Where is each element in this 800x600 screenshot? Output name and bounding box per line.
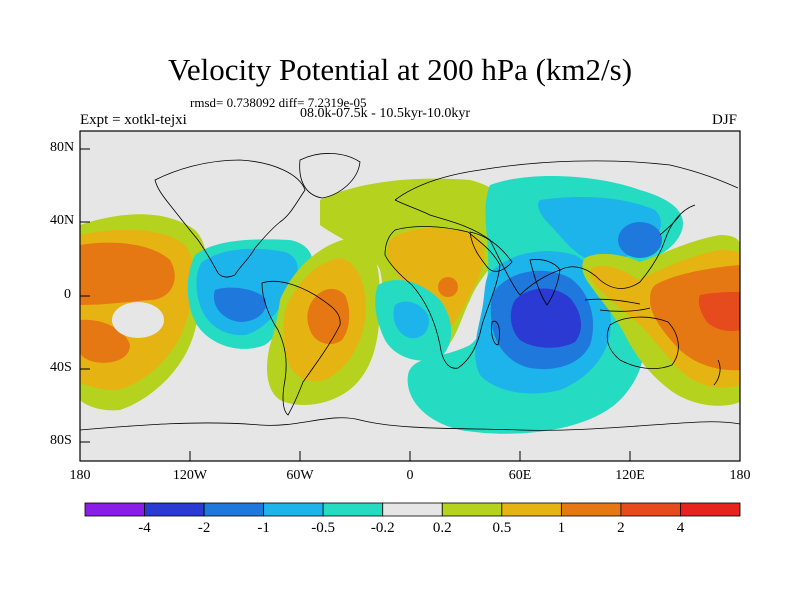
lon-label: 0 (406, 468, 414, 483)
coast-arabia (469, 231, 513, 272)
lon-label: 60W (286, 468, 314, 483)
colorbar-level-label: 0.2 (432, 520, 452, 536)
lon-label: 180 (69, 468, 91, 483)
coast-australia (606, 316, 679, 370)
indian-negative-core (510, 288, 582, 348)
pacific-weak-minimum (112, 302, 164, 338)
colorbar-level-label: -1 (257, 520, 270, 536)
colorbar-swatch (382, 502, 443, 517)
colorbar-swatch (263, 502, 324, 517)
colorbar (84, 502, 741, 517)
lon-label: 60E (508, 468, 532, 483)
colorbar-level-label: -0.5 (311, 520, 336, 536)
stats-label: rmsd= 0.738092 diff= 7.2319e-05 (190, 95, 367, 110)
lon-label: 180 (729, 468, 751, 483)
coast-africa (384, 226, 501, 369)
coastlines (80, 153, 740, 431)
colorbar-swatch (84, 502, 145, 517)
coast-antarctica (80, 417, 740, 431)
colorbar-level-label: 1 (557, 520, 566, 536)
experiment-label: Expt = xotkl-tejxi (80, 112, 187, 128)
colorbar-level-label: 0.5 (492, 520, 512, 536)
coast-south-america (261, 280, 341, 416)
east-asia-negative-core (618, 222, 662, 258)
season-label: DJF (712, 112, 738, 128)
lat-label: 40S (50, 360, 72, 375)
colorbar-level-label: -2 (197, 520, 211, 536)
atlantic-positive-strong (307, 288, 350, 345)
plot-title: Velocity Potential at 200 hPa (km2/s) (167, 52, 633, 87)
se-atlantic-negative-core (393, 301, 429, 339)
colorbar-swatch (680, 502, 741, 517)
lat-label: 80S (50, 433, 72, 448)
lat-label: 0 (64, 287, 71, 302)
colorbar-swatch (203, 502, 265, 517)
lat-label: 40N (50, 213, 75, 228)
coast-indonesia (584, 298, 651, 312)
period-label: 08.0k-07.5k - 10.5kyr-10.0kyr (300, 106, 471, 121)
coast-madagascar (491, 320, 500, 346)
coast-japan (659, 214, 681, 236)
coast-greenland (299, 153, 361, 199)
lon-ticks (189, 451, 631, 461)
colorbar-swatch (501, 502, 562, 517)
west-pacific-positive-strongest (698, 292, 740, 332)
lon-label: 120E (615, 468, 645, 483)
coast-new-zealand (713, 359, 721, 386)
colorbar-swatch (441, 502, 503, 517)
colorbar-swatch (144, 502, 205, 517)
contour-field (80, 131, 740, 461)
colorbar-level-label: 2 (617, 520, 625, 536)
lat-label: 80N (50, 140, 75, 155)
africa-positive-medium (387, 228, 485, 337)
colorbar-swatch (322, 502, 384, 517)
africa-positive-core (438, 277, 458, 297)
coast-india (529, 259, 561, 306)
americas-negative-core (213, 287, 267, 322)
colorbar-swatch (560, 502, 622, 517)
colorbar-level-label: 4 (676, 520, 685, 536)
colorbar-swatch (620, 502, 681, 517)
lat-ticks (80, 148, 90, 443)
coast-north-america (154, 159, 306, 278)
colorbar-level-label: -0.2 (370, 520, 395, 536)
lon-label: 120W (172, 468, 208, 483)
pacific-positive-strong (80, 242, 175, 305)
west-pacific-positive-strong (650, 265, 740, 371)
colorbar-level-label: -4 (138, 520, 151, 536)
